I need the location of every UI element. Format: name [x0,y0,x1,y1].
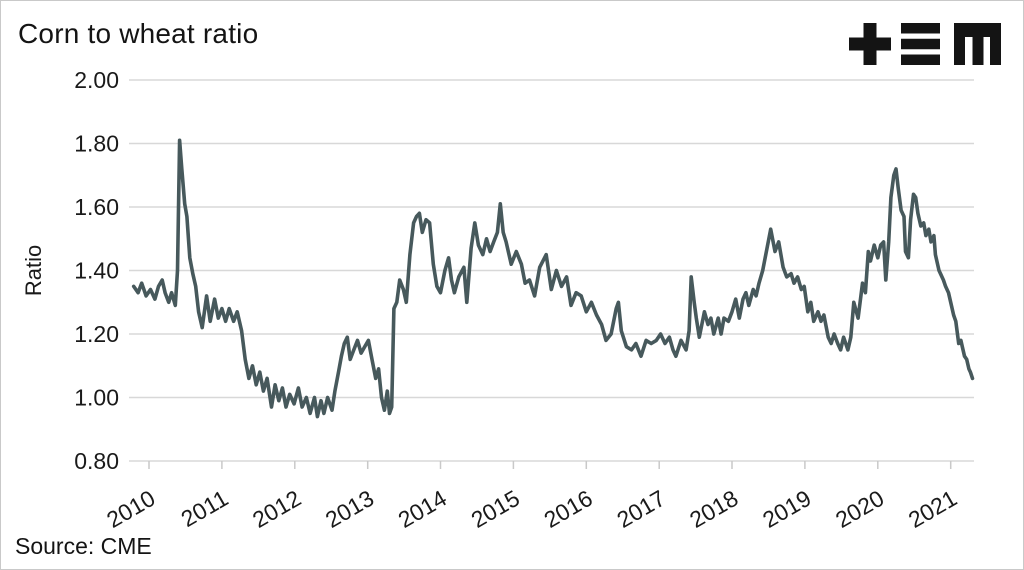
x-tick-label: 2014 [394,485,451,533]
x-tick-label: 2010 [102,485,159,533]
chart-title: Corn to wheat ratio [18,18,259,49]
x-tick-label: 2013 [321,485,378,533]
y-tick-label: 2.00 [74,67,119,93]
x-tick-label: 2021 [904,485,961,533]
y-tick-label: 1.40 [74,258,119,284]
x-tick-label: 2012 [248,485,305,533]
x-tick-label: 2011 [177,485,233,532]
y-tick-label: 1.80 [74,131,119,157]
logo-bars-icon [901,23,940,65]
y-axis-title: Ratio [21,245,46,296]
x-tick-label: 2018 [685,485,742,533]
x-tick-label: 2019 [758,485,815,533]
logo-m-icon [954,23,1001,65]
logo-plus-icon [849,23,891,65]
x-tick-label: 2020 [831,485,888,533]
x-tick-label: 2017 [612,485,669,533]
source-note: Source: CME [15,533,152,559]
y-tick-label: 1.00 [74,385,119,411]
tem-logo [849,23,1001,65]
series-line-corn-wheat-ratio [131,138,975,419]
x-tick-label: 2016 [539,485,596,533]
x-tick-label: 2015 [467,485,524,533]
y-tick-label: 1.60 [74,194,119,220]
y-tick-label: 1.20 [74,321,119,347]
y-tick-label: 0.80 [74,448,119,474]
